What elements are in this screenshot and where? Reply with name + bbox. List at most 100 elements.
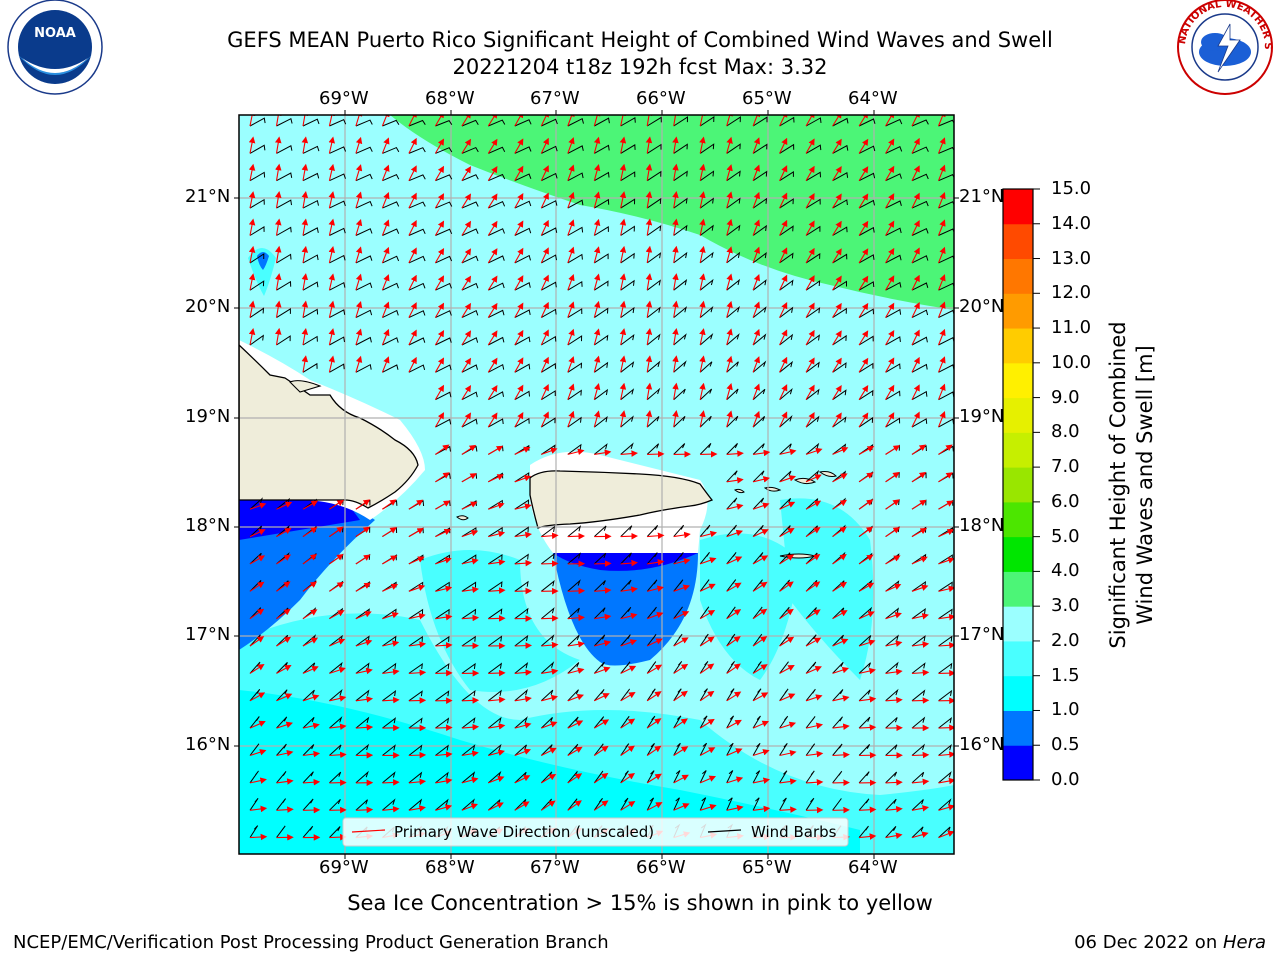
wind-barb — [911, 608, 926, 620]
primary-wave-arrow — [646, 745, 662, 756]
wind-barb — [355, 173, 373, 182]
primary-wave-arrow — [593, 410, 601, 428]
wind-barb — [858, 689, 871, 702]
wind-barb — [726, 742, 734, 756]
colorbar-swatch — [1003, 293, 1033, 329]
primary-wave-arrow — [540, 165, 549, 181]
wind-barb — [911, 799, 924, 811]
primary-wave-arrow — [832, 751, 850, 759]
primary-wave-arrow — [593, 800, 609, 811]
primary-wave-arrow — [726, 246, 733, 264]
primary-wave-arrow — [461, 529, 479, 538]
primary-wave-arrow — [567, 448, 585, 456]
wind-barb — [302, 689, 315, 702]
wind-barb — [435, 147, 453, 154]
wind-barb — [594, 198, 610, 209]
lon-label-top-64w: 64°W — [848, 88, 898, 109]
wind-barb — [408, 228, 426, 236]
primary-wave-arrow — [805, 357, 815, 373]
wind-barb — [752, 333, 767, 346]
primary-wave-arrow — [328, 136, 335, 154]
primary-wave-arrow — [276, 693, 293, 702]
wind-barb — [858, 825, 869, 838]
wind-barb — [408, 174, 426, 182]
wind-barb — [646, 770, 655, 784]
wind-barb — [885, 744, 898, 756]
wind-barb — [858, 145, 876, 154]
primary-wave-arrow — [673, 803, 690, 811]
primary-wave-arrow — [646, 718, 662, 729]
primary-wave-arrow — [567, 746, 583, 756]
primary-wave-arrow — [408, 220, 417, 236]
primary-wave-arrow — [911, 165, 920, 181]
primary-wave-arrow — [567, 720, 584, 729]
primary-wave-arrow — [382, 583, 399, 592]
primary-wave-arrow — [726, 776, 744, 784]
primary-wave-arrow — [355, 806, 374, 814]
lon-label-top-67w: 67°W — [530, 88, 580, 109]
colorbar-level-label: 2.0 — [1051, 629, 1080, 651]
wind-barb — [938, 119, 954, 127]
primary-wave-arrow — [699, 328, 706, 346]
primary-wave-arrow — [487, 193, 498, 209]
wind-barb — [540, 552, 555, 565]
wind-barb — [938, 635, 953, 647]
wind-barb — [514, 526, 529, 538]
primary-wave-arrow — [276, 721, 293, 729]
primary-wave-arrow — [408, 669, 427, 677]
wind-barb — [726, 278, 741, 291]
wind-barb — [832, 362, 847, 373]
primary-wave-arrow — [885, 193, 895, 209]
lon-label-bottom-66w: 66°W — [636, 857, 686, 878]
wind-barb — [435, 744, 449, 756]
wind-barb — [488, 418, 504, 428]
wind-barb — [673, 388, 686, 401]
wind-barb — [858, 118, 876, 127]
wind-barb — [885, 417, 901, 428]
primary-wave-arrow — [911, 613, 929, 620]
primary-wave-arrow — [672, 115, 679, 127]
wind-barb — [673, 251, 688, 264]
wind-barb — [938, 662, 953, 674]
wind-barb — [673, 606, 683, 619]
primary-wave-arrow — [726, 582, 742, 592]
wind-barb — [699, 579, 710, 592]
primary-wave-arrow — [620, 532, 638, 540]
colorbar-level-label: 7.0 — [1051, 456, 1080, 478]
primary-wave-arrow — [434, 220, 445, 236]
primary-wave-arrow — [832, 357, 842, 373]
primary-wave-arrow — [858, 472, 874, 483]
colorbar-level-label: 12.0 — [1051, 282, 1092, 304]
primary-wave-arrow — [249, 720, 266, 729]
colorbar-level-label: 3.0 — [1051, 595, 1080, 617]
legend-wind-barb-swatch — [707, 829, 742, 833]
colorbar-swatch — [1003, 640, 1033, 677]
primary-wave-arrow — [805, 637, 822, 647]
wind-barb — [646, 116, 662, 127]
wind-barb — [911, 119, 929, 127]
wind-barb — [832, 416, 847, 428]
wind-barb — [858, 635, 872, 647]
colorbar — [1003, 188, 1040, 781]
primary-wave-arrow — [726, 719, 742, 729]
wind-barb — [408, 119, 426, 127]
primary-wave-arrow — [514, 220, 524, 236]
wind-barb — [435, 201, 453, 209]
primary-wave-arrow — [832, 138, 842, 154]
wind-barb — [488, 635, 503, 647]
primary-wave-arrow — [328, 218, 335, 236]
wind-barb — [355, 799, 368, 811]
wind-barb — [726, 443, 738, 455]
wind-barb — [249, 307, 265, 319]
primary-wave-arrow — [699, 245, 706, 264]
wind-barb — [355, 363, 372, 373]
wind-barb — [540, 744, 553, 756]
primary-wave-arrow — [302, 581, 318, 592]
wind-barb — [858, 389, 874, 401]
primary-wave-arrow — [938, 751, 954, 758]
wind-barb — [938, 826, 951, 838]
primary-wave-arrow — [248, 136, 256, 154]
primary-wave-arrow — [276, 608, 291, 620]
primary-wave-arrow — [434, 138, 445, 154]
wind-barb — [594, 334, 609, 346]
